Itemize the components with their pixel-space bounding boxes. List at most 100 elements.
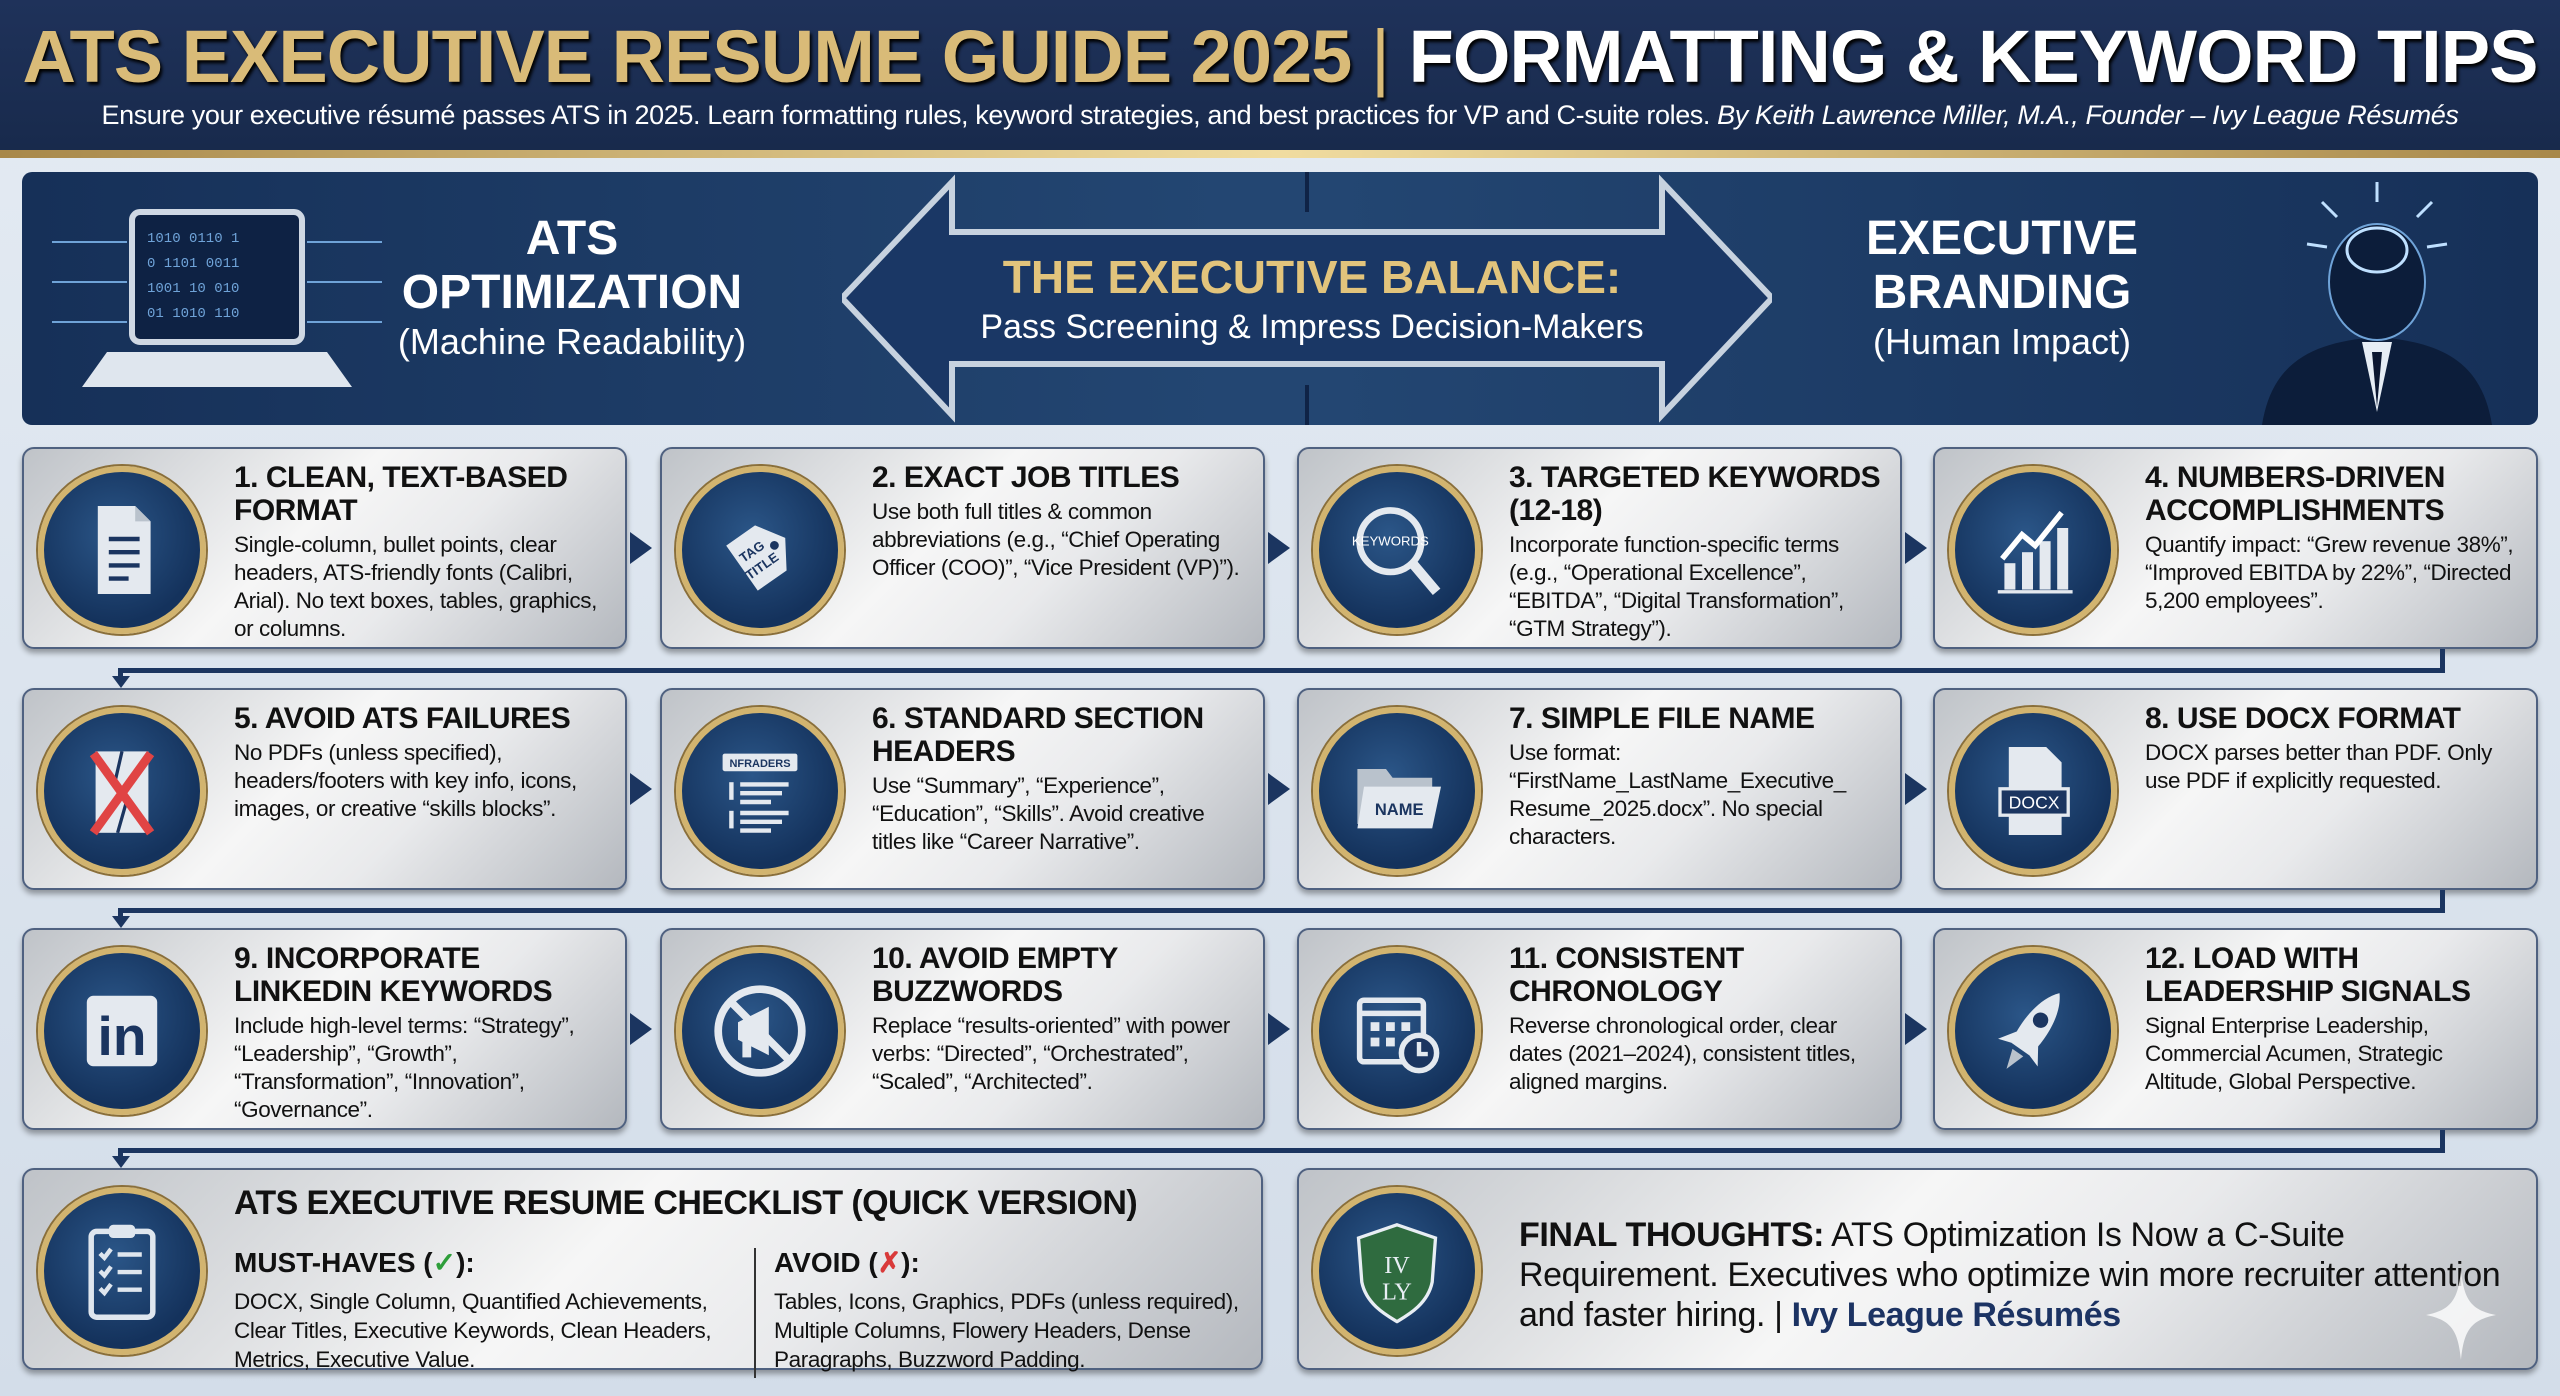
flow-connector xyxy=(112,916,130,928)
must-label: MUST-HAVES ( xyxy=(234,1247,433,1278)
document-icon xyxy=(38,466,206,634)
final-thoughts-text: FINAL THOUGHTS: ATS Optimization Is Now … xyxy=(1519,1215,2506,1335)
folder-icon: NAME xyxy=(1313,707,1481,875)
flow-connector xyxy=(118,668,2445,673)
right-heading-2: BRANDING xyxy=(1872,266,2132,319)
tip-text: 4. Numbers-Driven Accomplishments Quantif… xyxy=(2145,461,2524,615)
executive-brain-icon xyxy=(2262,182,2492,425)
flow-connector xyxy=(118,1148,123,1158)
tip-title: 2. Exact Job Titles xyxy=(872,461,1180,494)
flow-arrow xyxy=(630,1013,652,1045)
flow-connector xyxy=(118,668,123,678)
rocket-icon xyxy=(1949,947,2117,1115)
tip-body: No PDFs (unless specified), headers/foot… xyxy=(234,740,577,821)
tip-title: 4. Numbers-Driven Accomplishments xyxy=(2145,461,2445,527)
tip-title: 10. Avoid Empty Buzzwords xyxy=(872,942,1118,1008)
tip-card: 5. Avoid ATS Failures No PDFs (unless spe… xyxy=(22,688,627,890)
tip-body: Quantify impact: “Grew revenue 38%”, “Im… xyxy=(2145,532,2514,613)
final-thoughts-card: IV LY FINAL THOUGHTS: ATS Optimization Is… xyxy=(1297,1168,2538,1370)
flow-arrow xyxy=(1905,1013,1927,1045)
tip-body: DOCX parses better than PDF. Only use PD… xyxy=(2145,740,2492,793)
tip-body: Use both full titles & common abbreviati… xyxy=(872,499,1240,580)
tip-text: 10. Avoid Empty Buzzwords Replace “result… xyxy=(872,942,1251,1096)
checklist-card: ATS EXECUTIVE RESUME CHECKLIST (QUICK VE… xyxy=(22,1168,1263,1378)
tip-title: 6. Standard Section Headers xyxy=(872,702,1204,768)
linkedin-icon: in xyxy=(38,947,206,1115)
tip-text: 5. Avoid ATS Failures No PDFs (unless spe… xyxy=(234,702,613,823)
flow-connector xyxy=(2440,649,2445,673)
tip-card: 1. Clean, Text-Based Format Single-column… xyxy=(22,447,627,649)
ats-optimization-block: ATS OPTIMIZATION (Machine Readability) xyxy=(382,212,762,364)
header: ATS EXECUTIVE RESUME GUIDE 2025 | FORMAT… xyxy=(0,0,2560,150)
clipboard-checklist-icon xyxy=(38,1187,206,1355)
broken-document-x-icon xyxy=(38,707,206,875)
executive-balance-text: THE EXECUTIVE BALANCE: Pass Screening & … xyxy=(902,250,1722,347)
ivy-league-shield-logo: IV LY xyxy=(1313,1187,1481,1355)
flow-arrow xyxy=(1268,1013,1290,1045)
tip-text: 9. Incorporate LinkedIn Keywords Include … xyxy=(234,942,613,1124)
svg-text:LY: LY xyxy=(1382,1279,1412,1306)
tip-title: 8. Use DOCX Format xyxy=(2145,702,2461,735)
flow-connector xyxy=(112,676,130,688)
tip-text: 3. Targeted Keywords (12-18) Incorporate … xyxy=(1509,461,1888,643)
tip-card: NAME 7. Simple File Name Use format: “Firs… xyxy=(1297,688,1902,890)
double-arrow-shape xyxy=(842,172,1772,425)
tip-title: 11. Consistent Chronology xyxy=(1509,942,1744,1008)
tip-card: 12. Load With Leadership Signals Signal E… xyxy=(1933,928,2538,1130)
tip-title: 3. Targeted Keywords (12-18) xyxy=(1509,461,1881,527)
right-heading-1: EXECUTIVE xyxy=(1865,212,2139,265)
flow-connector xyxy=(2440,1130,2445,1153)
magnifier-icon: KEYWORDS xyxy=(1313,466,1481,634)
tip-title: 12. Load With Leadership Signals xyxy=(2145,942,2471,1008)
svg-text:DOCX: DOCX xyxy=(2009,793,2060,813)
byline: By Keith Lawrence Miller, M.A., Founder … xyxy=(1717,100,2459,130)
svg-text:1001 10 010: 1001 10 010 xyxy=(147,281,239,297)
flow-arrow xyxy=(630,532,652,564)
tip-card: 11. Consistent Chronology Reverse chronol… xyxy=(1297,928,1902,1130)
svg-text:in: in xyxy=(98,1005,147,1067)
svg-text:IV: IV xyxy=(1384,1252,1410,1279)
svg-text:KEYWORDS: KEYWORDS xyxy=(1352,534,1429,549)
svg-text:NFRADERS: NFRADERS xyxy=(729,758,790,770)
tip-card: DOCX 8. Use DOCX Format DOCX parses better… xyxy=(1933,688,2538,890)
brand-link[interactable]: Ivy League Résumés xyxy=(1791,1296,2122,1334)
tip-card: TAG TITLE 2. Exact Job Titles Use both full… xyxy=(660,447,1265,649)
tip-title: 7. Simple File Name xyxy=(1509,702,1815,735)
executive-branding-block: EXECUTIVE BRANDING (Human Impact) xyxy=(1802,212,2202,364)
svg-text:NAME: NAME xyxy=(1375,801,1424,819)
calendar-clock-icon xyxy=(1313,947,1481,1115)
subtitle: Ensure your executive résumé passes ATS … xyxy=(0,100,2560,131)
tip-card: 10. Avoid Empty Buzzwords Replace “result… xyxy=(660,928,1265,1130)
flow-arrow xyxy=(1905,532,1927,564)
no-megaphone-icon xyxy=(676,947,844,1115)
column-divider xyxy=(754,1248,756,1378)
tip-title: 9. Incorporate LinkedIn Keywords xyxy=(234,942,553,1008)
tip-body: Use format: “FirstName_LastName_Executiv… xyxy=(1509,740,1846,849)
cross-icon: ✗ xyxy=(877,1247,902,1278)
tip-body: Signal Enterprise Leadership, Commercial… xyxy=(2145,1013,2443,1094)
flow-arrow xyxy=(630,773,652,805)
flow-connector xyxy=(118,908,2445,913)
gold-divider xyxy=(0,150,2560,158)
right-subheading: (Human Impact) xyxy=(1872,321,2132,362)
avoid-label-end: ): xyxy=(901,1247,920,1278)
tip-title: 1. Clean, Text-Based Format xyxy=(234,461,568,527)
center-subheading: Pass Screening & Impress Decision-Makers xyxy=(980,308,1644,346)
must-haves-heading: MUST-HAVES (✓): xyxy=(234,1246,734,1279)
title-gold: ATS EXECUTIVE RESUME GUIDE 2025 xyxy=(22,15,1353,98)
sparkle-icon xyxy=(2426,1270,2496,1360)
avoid-heading: AVOID (✗): xyxy=(774,1246,1274,1279)
must-haves-column: MUST-HAVES (✓): DOCX, Single Column, Qua… xyxy=(234,1246,734,1374)
left-heading-2: OPTIMIZATION xyxy=(401,266,743,319)
tip-text: 1. Clean, Text-Based Format Single-column… xyxy=(234,461,613,643)
tip-text: 2. Exact Job Titles Use both full titles … xyxy=(872,461,1251,582)
final-thoughts-lead: FINAL THOUGHTS: xyxy=(1519,1216,1825,1254)
laptop-circuit-icon: 1010 0110 1 0 1101 0011 1001 10 010 01 1010… xyxy=(52,209,382,387)
left-subheading: (Machine Readability) xyxy=(397,321,747,362)
flow-connector xyxy=(2440,890,2445,913)
tip-card: 4. Numbers-Driven Accomplishments Quantif… xyxy=(1933,447,2538,649)
subtitle-text: Ensure your executive résumé passes ATS … xyxy=(101,100,1711,130)
tip-body: Incorporate function-specific terms (e.g… xyxy=(1509,532,1844,641)
balance-banner: 1010 0110 1 0 1101 0011 1001 10 010 01 1010… xyxy=(22,172,2538,425)
tip-body: Include high-level terms: “Strategy”, “L… xyxy=(234,1013,575,1122)
